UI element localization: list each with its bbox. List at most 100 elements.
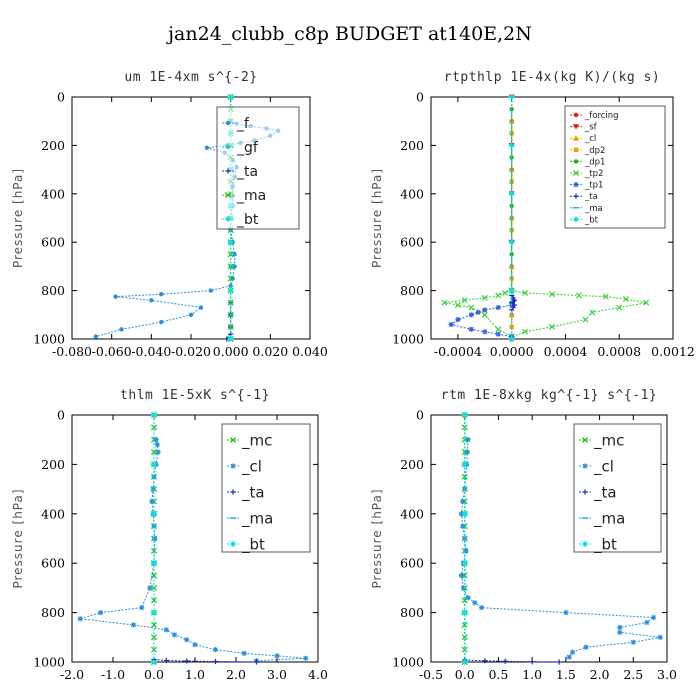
data-point bbox=[509, 324, 514, 330]
legend-marker bbox=[573, 124, 579, 130]
chart-panel-3: thlm 1E-5xK s^{-1} Pressure [hPa] -2.0 -1.0… bbox=[11, 388, 328, 682]
data-point bbox=[657, 634, 663, 640]
y-tick-label: 600 bbox=[400, 556, 424, 571]
data-point bbox=[77, 616, 83, 622]
y-tick-label: 200 bbox=[400, 457, 424, 472]
x-tick-label: 4.0 bbox=[308, 667, 328, 682]
series-tp1 bbox=[448, 302, 515, 340]
data-point bbox=[151, 609, 157, 616]
legend-label: _tp2 bbox=[584, 169, 603, 179]
legend-marker bbox=[573, 147, 579, 152]
data-point bbox=[643, 299, 650, 306]
legend: _mc _cl _ta _ma _bt bbox=[573, 423, 662, 554]
data-point bbox=[163, 627, 169, 633]
x-tick-label: 0.020 bbox=[252, 344, 288, 359]
data-point bbox=[495, 292, 502, 299]
legend-marker bbox=[225, 144, 231, 150]
data-point bbox=[570, 649, 576, 655]
y-tick-label: 1000 bbox=[33, 655, 65, 670]
series-bt bbox=[508, 94, 515, 342]
data-point bbox=[149, 298, 154, 303]
legend-label: _bt bbox=[584, 215, 599, 225]
data-point bbox=[232, 252, 237, 257]
legend-frame bbox=[573, 423, 662, 553]
data-point bbox=[622, 296, 629, 303]
legend-marker bbox=[572, 169, 580, 177]
y-tick-label: 800 bbox=[400, 283, 424, 298]
data-point bbox=[228, 283, 233, 288]
data-point bbox=[151, 523, 157, 529]
data-point bbox=[602, 293, 609, 300]
y-tick-label: 0 bbox=[57, 90, 65, 105]
x-tick-label: -0.080 bbox=[52, 344, 92, 359]
x-tick-label: 1.0 bbox=[185, 667, 205, 682]
legend-label: _mc bbox=[241, 431, 272, 450]
data-point bbox=[147, 585, 153, 591]
y-tick-label: 800 bbox=[41, 605, 65, 620]
data-point bbox=[152, 535, 158, 542]
y-tick-label: 400 bbox=[400, 186, 424, 201]
data-point bbox=[495, 304, 501, 311]
x-tick-label: 1.5 bbox=[556, 667, 576, 682]
data-point bbox=[548, 291, 556, 298]
data-point bbox=[465, 437, 471, 443]
series-ta bbox=[224, 300, 234, 342]
legend-label: _ta bbox=[241, 483, 265, 502]
data-point bbox=[192, 642, 198, 648]
legend-marker bbox=[225, 216, 231, 222]
data-point bbox=[151, 461, 157, 468]
legend-marker bbox=[581, 436, 589, 444]
legend-label: _cl bbox=[584, 134, 596, 144]
y-axis-label: Pressure [hPa] bbox=[370, 168, 384, 268]
data-point bbox=[163, 657, 169, 664]
data-point bbox=[119, 327, 124, 332]
data-point bbox=[227, 287, 234, 294]
panel-title: rtpthlp 1E-4x(kg K)/(kg s) bbox=[444, 70, 661, 85]
y-tick-label: 600 bbox=[41, 556, 65, 571]
legend-label: _ma bbox=[593, 509, 625, 528]
figure-title: jan24_clubb_c8p BUDGET at140E,2N bbox=[166, 23, 532, 45]
data-point bbox=[150, 486, 156, 492]
data-point bbox=[150, 449, 158, 456]
data-point bbox=[482, 307, 488, 313]
data-point bbox=[508, 336, 515, 342]
data-point bbox=[227, 251, 234, 258]
data-point bbox=[227, 299, 234, 306]
x-tick-label: -1.0 bbox=[101, 667, 125, 682]
data-point bbox=[509, 252, 514, 257]
legend-label: _dp1 bbox=[584, 157, 605, 167]
legend-label: _cl bbox=[593, 457, 614, 476]
data-point bbox=[644, 619, 650, 626]
data-point bbox=[227, 323, 234, 330]
data-point bbox=[566, 654, 572, 660]
y-tick-label: 800 bbox=[41, 283, 65, 298]
legend-label: _bt bbox=[593, 535, 617, 554]
legend-marker bbox=[229, 436, 237, 444]
x-tick-label: -0.020 bbox=[171, 344, 211, 359]
legend-label: _bt bbox=[236, 212, 259, 228]
data-point bbox=[478, 605, 485, 611]
panels-container: um 1E-4xm s^{-2}Pressure [hPa]-0.080 -0.0… bbox=[11, 70, 695, 682]
legend-marker bbox=[230, 463, 236, 469]
legend-label: _dp2 bbox=[584, 146, 605, 156]
data-point bbox=[481, 294, 488, 301]
data-point bbox=[461, 473, 468, 480]
data-point bbox=[212, 658, 219, 665]
data-point bbox=[630, 639, 636, 645]
legend-marker bbox=[573, 182, 579, 188]
data-point bbox=[460, 498, 466, 505]
x-tick-label: -0.5 bbox=[419, 667, 443, 682]
data-point bbox=[274, 653, 280, 659]
x-tick-label: 0.0 bbox=[144, 667, 164, 682]
data-point bbox=[495, 326, 502, 333]
data-point bbox=[468, 312, 474, 318]
legend-marker bbox=[582, 463, 588, 469]
x-tick-label: 2.5 bbox=[623, 667, 643, 682]
y-tick-label: 200 bbox=[400, 138, 424, 153]
y-tick-label: 600 bbox=[400, 235, 424, 250]
y-tick-label: 0 bbox=[416, 90, 424, 105]
legend-label: _ta bbox=[593, 483, 617, 502]
data-point bbox=[461, 510, 468, 517]
legend-frame bbox=[216, 106, 300, 230]
data-point bbox=[481, 311, 488, 318]
